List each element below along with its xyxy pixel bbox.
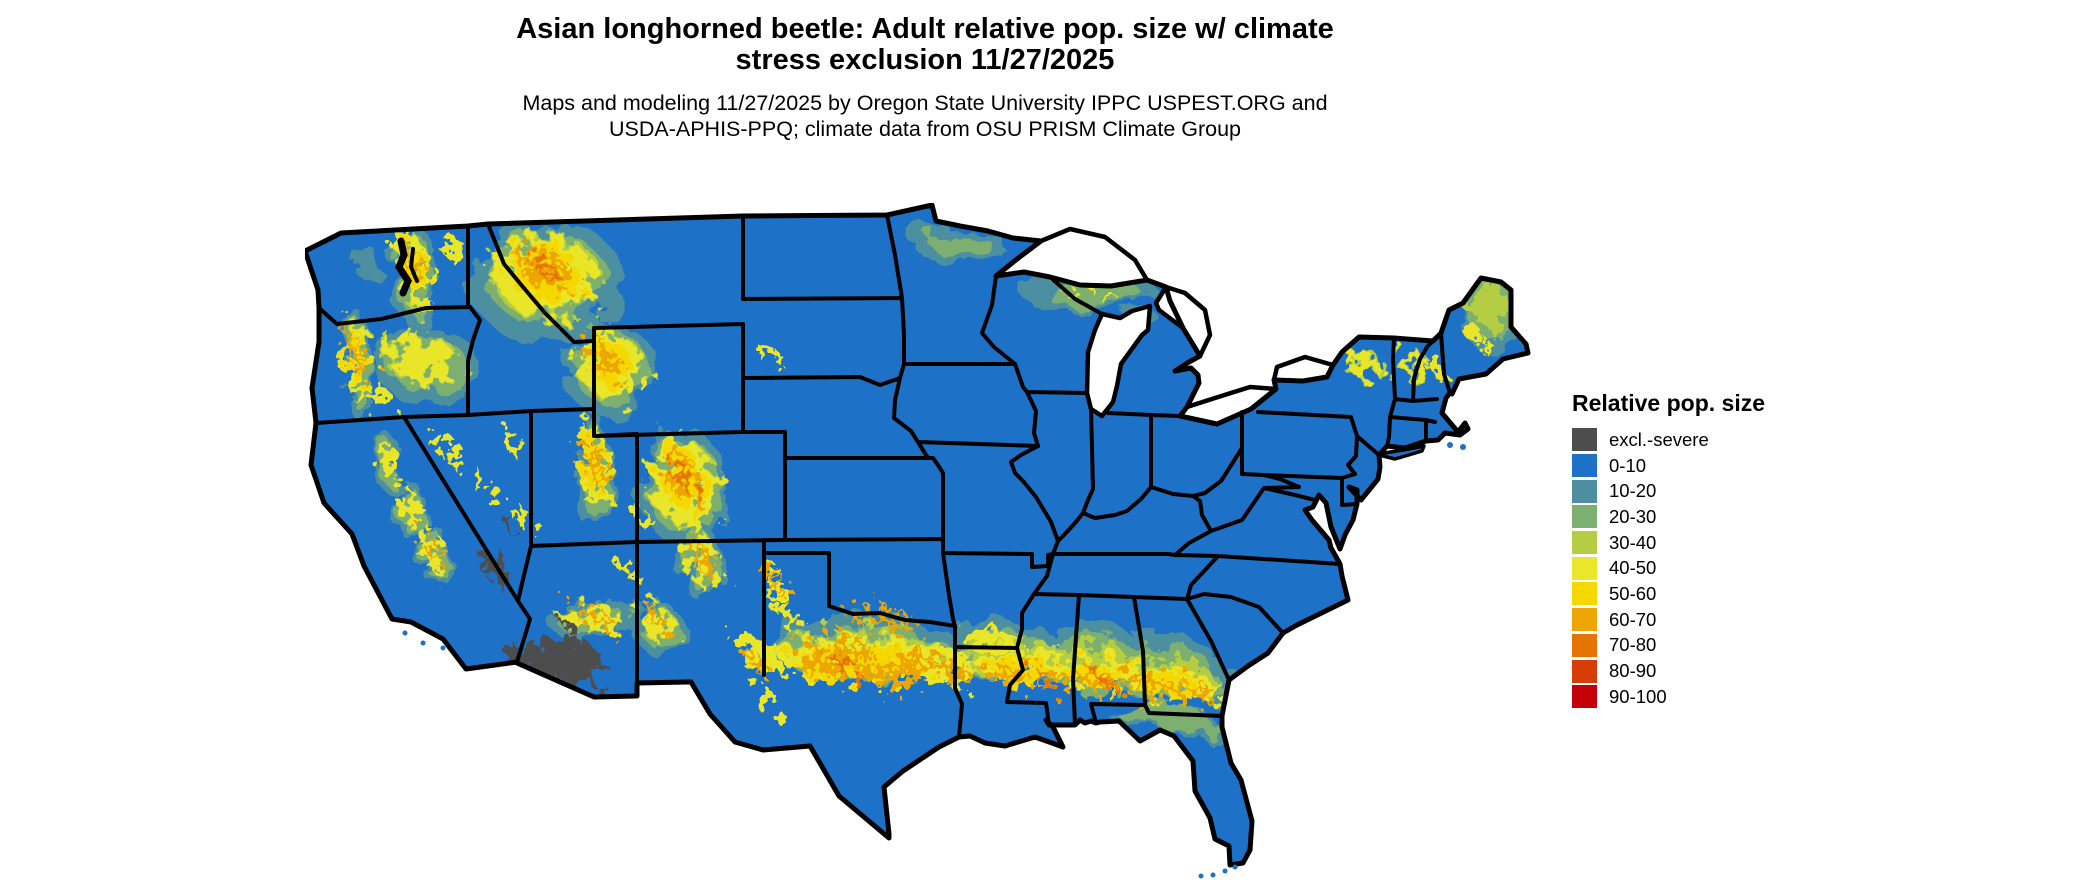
legend-label: excl.-severe — [1609, 428, 1709, 450]
legend-label: 30-40 — [1609, 531, 1657, 553]
legend-item: 80-90 — [1572, 658, 1812, 684]
us-map-svg — [302, 202, 1531, 879]
legend-label: 40-50 — [1609, 557, 1657, 579]
legend-item: 20-30 — [1572, 504, 1812, 530]
us-map — [302, 202, 1531, 883]
legend-label: 0-10 — [1609, 454, 1647, 476]
legend-swatch — [1572, 531, 1597, 555]
legend-label: 90-100 — [1609, 685, 1667, 707]
legend-label: 80-90 — [1609, 660, 1657, 682]
legend-swatch — [1572, 608, 1597, 632]
lake-michigan — [1084, 303, 1153, 419]
legend-label: 10-20 — [1609, 480, 1657, 502]
raster-class-60-70 — [353, 249, 1215, 699]
long-island — [1377, 444, 1426, 461]
us-outline — [302, 202, 1531, 868]
legend-swatch — [1572, 556, 1597, 580]
legend-swatch — [1572, 505, 1597, 529]
legend-item: excl.-severe — [1572, 427, 1812, 453]
map-subtitle-line2: USDA-APHIS-PPQ; climate data from OSU PR… — [608, 117, 1242, 141]
map-subtitle: Maps and modeling 11/27/2025 by Oregon S… — [0, 90, 1850, 142]
legend-item: 0-10 — [1572, 453, 1812, 479]
legend-item: 50-60 — [1572, 581, 1812, 607]
legend-item: 40-50 — [1572, 555, 1812, 581]
legend-title: Relative pop. size — [1572, 390, 1766, 416]
legend-swatch — [1572, 633, 1597, 657]
island-dots — [402, 442, 1466, 879]
legend-item: 60-70 — [1572, 607, 1812, 633]
legend-items: excl.-severe 0-10 10-20 20-30 30-40 40-50 50-6… — [1572, 427, 1812, 710]
map-subtitle-line1: Maps and modeling 11/27/2025 by Oregon S… — [522, 91, 1328, 115]
legend: Relative pop. size excl.-severe 0-10 10-20… — [1572, 390, 1812, 710]
legend-swatch — [1572, 659, 1597, 683]
legend-item: 10-20 — [1572, 478, 1812, 504]
raster-class-70-80 — [535, 260, 1113, 685]
map-title-line2: stress exclusion 11/27/2025 — [735, 44, 1115, 76]
legend-swatch — [1572, 685, 1597, 709]
great-lakes — [993, 226, 1336, 427]
legend-item: 70-80 — [1572, 633, 1812, 659]
legend-label: 60-70 — [1609, 608, 1657, 630]
legend-swatch — [1572, 454, 1597, 478]
legend-swatch — [1572, 479, 1597, 503]
legend-label: 20-30 — [1609, 505, 1657, 527]
map-title-line1: Asian longhorned beetle: Adult relative … — [516, 13, 1334, 45]
state-borders — [314, 213, 1452, 739]
legend-label: 70-80 — [1609, 634, 1657, 656]
header: Asian longhorned beetle: Adult relative … — [0, 14, 1850, 142]
legend-label: 50-60 — [1609, 582, 1657, 604]
legend-item: 90-100 — [1572, 684, 1812, 710]
legend-item: 30-40 — [1572, 530, 1812, 556]
legend-swatch — [1572, 582, 1597, 606]
legend-swatch — [1572, 428, 1597, 452]
puget-sound — [395, 237, 419, 297]
map-raster — [305, 205, 1528, 865]
